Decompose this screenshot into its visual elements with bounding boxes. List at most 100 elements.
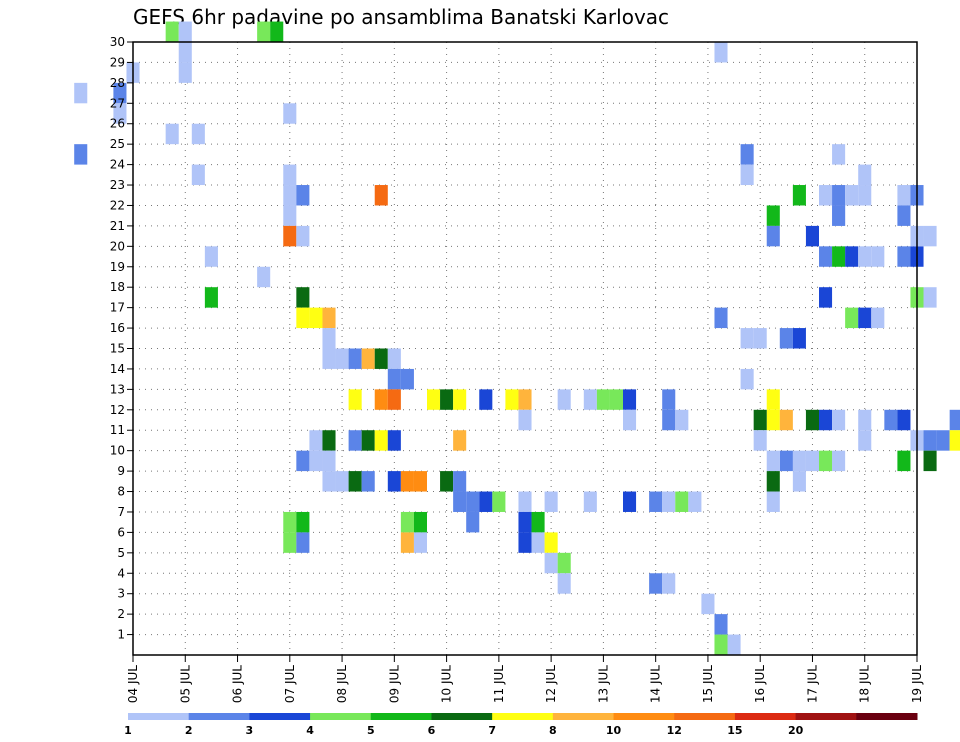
heatmap-cell [296, 511, 310, 533]
heatmap-cell [178, 21, 192, 42]
y-tick-label: 2 [117, 607, 125, 621]
heatmap-cell [309, 450, 323, 472]
heatmap-cell [583, 389, 597, 410]
legend-swatch [552, 713, 615, 720]
heatmap-cell [413, 532, 427, 553]
heatmap-cell [374, 389, 388, 410]
heatmap-cell [257, 266, 271, 288]
heatmap-cell [322, 328, 336, 349]
x-tick-label: 07 JUL [283, 665, 297, 703]
heatmap-cell [296, 450, 310, 472]
heatmap-cell [453, 430, 467, 451]
heatmap-cell [387, 368, 401, 390]
heatmap-cell [191, 123, 205, 145]
legend-label: 10 [606, 724, 622, 737]
heatmap-cell [792, 328, 806, 349]
heatmap-cell [819, 409, 833, 431]
heatmap-cell [348, 389, 362, 410]
y-tick-label: 14 [110, 362, 125, 376]
heatmap-cell [714, 307, 728, 329]
heatmap-cell [714, 634, 728, 655]
x-tick-label: 18 JUL [858, 665, 872, 703]
heatmap-cell [440, 389, 454, 410]
heatmap-cell [805, 450, 819, 472]
heatmap-cell [714, 42, 728, 63]
heatmap-cell [766, 471, 780, 492]
heatmap-cell [792, 471, 806, 492]
heatmap-cell [688, 491, 702, 512]
heatmap-cell [544, 552, 558, 574]
heatmap-cell [531, 532, 545, 553]
heatmap-cell [322, 471, 336, 492]
heatmap-cell [583, 491, 597, 512]
heatmap-cell [453, 389, 467, 410]
heatmap-cell [897, 450, 911, 472]
heatmap-cell [335, 348, 349, 369]
y-tick-label: 19 [110, 260, 125, 274]
x-tick-label: 06 JUL [231, 665, 245, 703]
heatmap-cell [309, 307, 323, 329]
heatmap-cell [766, 409, 780, 431]
heatmap-cell [897, 185, 911, 206]
y-tick-label: 9 [117, 464, 125, 478]
x-tick-label: 16 JUL [753, 665, 767, 703]
heatmap-cells [74, 21, 960, 655]
heatmap-cell [819, 185, 833, 206]
heatmap-cell [923, 450, 937, 472]
heatmap-cell [283, 532, 297, 553]
heatmap-cell [845, 246, 859, 267]
legend-swatch [431, 713, 493, 720]
heatmap-cell [701, 593, 715, 615]
legend-swatch [128, 713, 190, 720]
y-tick-label: 27 [110, 96, 125, 110]
heatmap-cell [518, 491, 532, 512]
heatmap-cell [296, 225, 310, 247]
heatmap-cell [858, 164, 872, 186]
heatmap-cell [322, 348, 336, 369]
heatmap-cell [518, 409, 532, 431]
heatmap-cell [374, 348, 388, 369]
heatmap-cell [766, 491, 780, 512]
y-tick-label: 12 [110, 403, 125, 417]
heatmap-cell [479, 389, 493, 410]
x-tick-label: 08 JUL [335, 665, 349, 703]
heatmap-cell [387, 430, 401, 451]
heatmap-cell [178, 62, 192, 83]
heatmap-cell [923, 430, 937, 451]
heatmap-cell [296, 532, 310, 553]
legend-label: 2 [185, 724, 193, 737]
heatmap-cell [832, 246, 846, 267]
y-tick-label: 15 [110, 342, 125, 356]
legend-label: 8 [549, 724, 557, 737]
heatmap-cell [675, 409, 689, 431]
heatmap-cell [858, 246, 872, 267]
heatmap-cell [204, 246, 218, 267]
heatmap-cell [766, 389, 780, 410]
legend-label: 1 [124, 724, 132, 737]
heatmap-cell [505, 389, 519, 410]
x-tick-label: 12 JUL [544, 665, 558, 703]
heatmap-cell [296, 185, 310, 206]
heatmap-cell [518, 389, 532, 410]
legend-swatch [188, 713, 250, 720]
legend-swatch [734, 713, 797, 720]
heatmap-cell [609, 389, 623, 410]
heatmap-cell [74, 144, 88, 165]
legend-label: 12 [667, 724, 682, 737]
heatmap-cell [492, 491, 506, 512]
y-tick-label: 16 [110, 321, 125, 335]
heatmap-cell [165, 21, 179, 42]
y-tick-label: 5 [117, 546, 125, 560]
y-tick-label: 24 [110, 158, 125, 172]
legend: 1 2 3 4 5 6 7 8 10 12 15 20 [124, 713, 918, 737]
x-axis: 04 JUL 05 JUL 06 JUL 07 JUL 08 JUL 09 JUL 10 J… [126, 655, 924, 703]
heatmap-cell [779, 409, 793, 431]
heatmap-cell [779, 328, 793, 349]
y-tick-label: 7 [117, 505, 125, 519]
y-tick-label: 28 [110, 76, 125, 90]
heatmap-cell [361, 430, 375, 451]
heatmap-cell [400, 532, 414, 553]
x-tick-label: 11 JUL [492, 665, 506, 703]
heatmap-cell [322, 430, 336, 451]
heatmap-cell [936, 430, 950, 451]
